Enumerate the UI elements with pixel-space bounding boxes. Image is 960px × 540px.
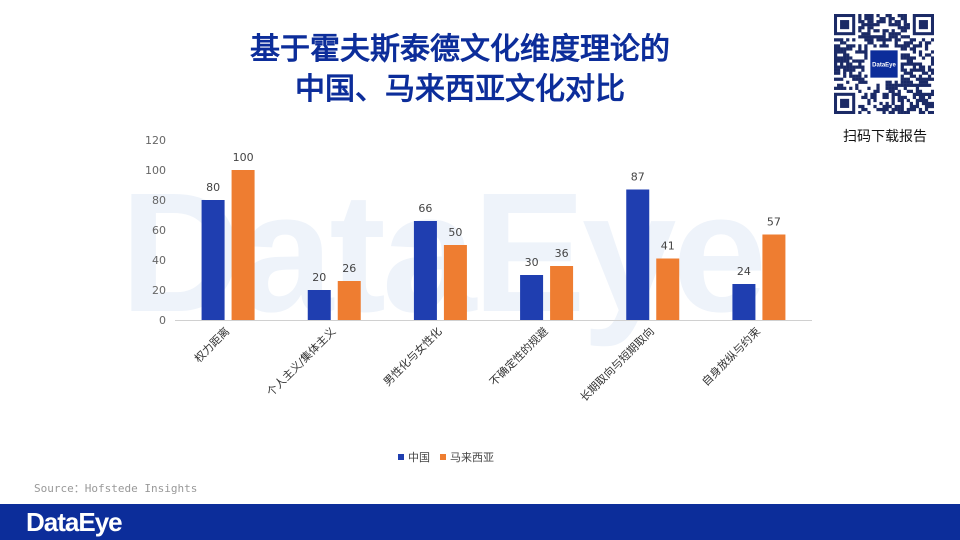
bar-china bbox=[520, 275, 544, 320]
y-tick-label: 100 bbox=[145, 164, 166, 177]
bar-china bbox=[201, 200, 225, 320]
footer-bar: DataEye bbox=[0, 504, 960, 540]
bar-malaysia bbox=[656, 258, 680, 320]
data-label: 36 bbox=[555, 247, 569, 260]
x-category-label: 个人主义/集体主义 bbox=[264, 324, 339, 399]
y-tick-label: 20 bbox=[152, 284, 166, 297]
data-label: 24 bbox=[737, 265, 751, 278]
x-category-label: 男性化与女性化 bbox=[380, 324, 444, 388]
y-tick-label: 40 bbox=[152, 254, 166, 267]
legend-swatch-malaysia bbox=[440, 454, 446, 460]
data-label: 100 bbox=[233, 151, 254, 164]
data-label: 87 bbox=[631, 171, 645, 184]
data-label: 66 bbox=[418, 202, 432, 215]
data-label: 50 bbox=[448, 226, 462, 239]
x-category-label: 权力距离 bbox=[191, 324, 232, 365]
data-label: 26 bbox=[342, 262, 356, 275]
data-label: 30 bbox=[525, 256, 539, 269]
y-tick-label: 120 bbox=[145, 134, 166, 147]
x-category-label: 长期取向与短期取向 bbox=[577, 324, 657, 404]
qr-logo-text: DataEye bbox=[872, 63, 896, 69]
bar-china bbox=[307, 290, 331, 320]
footer-logo: DataEye bbox=[26, 507, 123, 537]
bar-china bbox=[732, 284, 756, 320]
data-label: 20 bbox=[312, 271, 326, 284]
x-category-label: 自身放纵与约束 bbox=[699, 324, 763, 388]
data-label: 57 bbox=[767, 216, 781, 229]
bar-malaysia bbox=[337, 281, 361, 320]
bar-chart: 0 20 40 60 80 100 120 80 100 权力距离 20 26 个人主义/集体主义 66 5… bbox=[145, 134, 812, 404]
bar-malaysia bbox=[762, 234, 786, 320]
chart-title-line-1: 基于霍夫斯泰德文化维度理论的 bbox=[250, 32, 670, 67]
data-label: 41 bbox=[661, 240, 675, 253]
bar-china bbox=[413, 221, 437, 320]
chart-legend: 中国 马来西亚 bbox=[398, 449, 504, 465]
y-tick-label: 60 bbox=[152, 224, 166, 237]
x-category-label: 不确定性的规避 bbox=[486, 324, 550, 388]
legend-swatch-china bbox=[398, 454, 404, 460]
bar-malaysia bbox=[550, 266, 574, 320]
legend-label-malaysia: 马来西亚 bbox=[450, 451, 494, 464]
chart-title-line-2: 中国、马来西亚文化对比 bbox=[295, 72, 625, 107]
legend-item-china: 中国 bbox=[398, 449, 430, 465]
y-tick-label: 0 bbox=[159, 314, 166, 327]
bar-malaysia bbox=[231, 170, 255, 320]
bar-malaysia bbox=[443, 245, 467, 320]
legend-label-china: 中国 bbox=[408, 451, 430, 464]
qr-code[interactable]: DataEye bbox=[834, 14, 934, 114]
bar-china bbox=[626, 189, 650, 320]
qr-caption: 扫码下载报告 bbox=[843, 129, 927, 145]
source-note: Source：Hofstede Insights bbox=[34, 482, 198, 495]
qr-code-image: DataEye bbox=[834, 14, 934, 114]
y-tick-label: 80 bbox=[152, 194, 166, 207]
legend-item-malaysia: 马来西亚 bbox=[440, 449, 494, 465]
data-label: 80 bbox=[206, 181, 220, 194]
